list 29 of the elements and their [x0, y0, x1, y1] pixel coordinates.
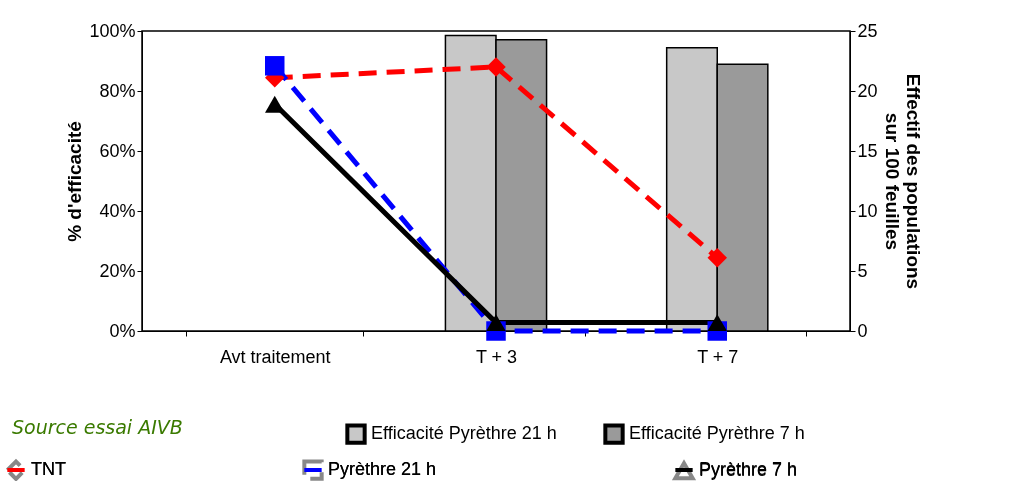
y2-axis-title: Effectif des populations sur 100 feuilles	[881, 73, 924, 290]
y2-tick-label: 20	[857, 80, 878, 101]
point	[486, 57, 506, 77]
y-tick-label: 20%	[99, 260, 136, 281]
legend-label: Pyrèthre 7 h	[699, 459, 798, 479]
x-tick-label: Avt traitement	[219, 346, 331, 367]
legend-label: Pyrèthre 21 h	[328, 459, 437, 479]
x-tick-label: T + 3	[475, 346, 518, 367]
point	[265, 95, 285, 113]
point	[707, 248, 727, 268]
y-axis-title: % d'efficacité	[64, 121, 86, 242]
y2-tick-label: 15	[857, 140, 878, 161]
point	[707, 314, 727, 332]
y-tick-label: 80%	[99, 80, 136, 101]
legend-label: TNT	[31, 459, 66, 479]
y-tick-label: 40%	[99, 200, 136, 221]
x-tick-label: T + 7	[697, 346, 739, 367]
y2-tick-label: 0	[857, 320, 868, 341]
y2-tick-label: 10	[857, 200, 878, 221]
y2-tick-label: 5	[857, 260, 868, 281]
y-tick-label: 0%	[109, 320, 136, 341]
legend-label: Efficacité Pyrèthre 21 h	[371, 423, 557, 444]
point	[265, 56, 285, 76]
y-tick-label: 60%	[99, 140, 136, 161]
y-tick-label: 100%	[89, 20, 136, 41]
y2-tick-label: 25	[857, 20, 878, 41]
legend-label: Efficacité Pyrèthre 7 h	[629, 423, 805, 444]
source-note: Source essai AIVB	[12, 416, 183, 438]
point	[486, 314, 506, 332]
